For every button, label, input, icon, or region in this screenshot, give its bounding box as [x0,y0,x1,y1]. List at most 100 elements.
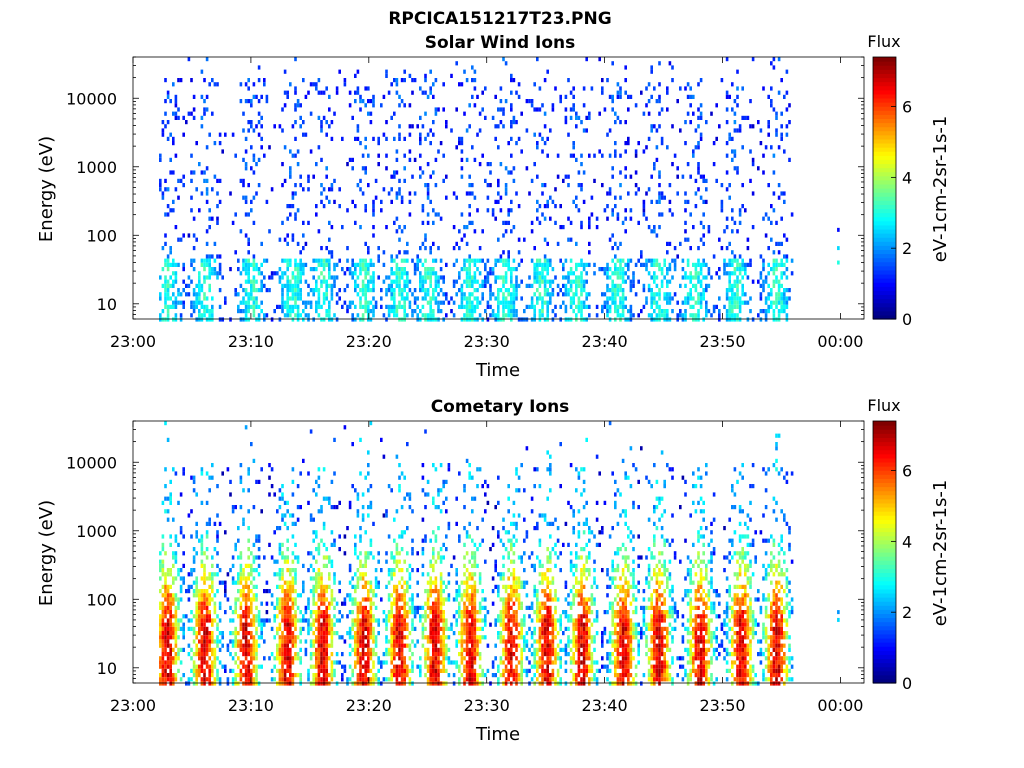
heatmap-cell [231,132,235,137]
heatmap-cell [395,652,399,657]
heatmap-cell [567,271,570,276]
heatmap-cell [281,513,284,518]
heatmap-cell [244,601,248,606]
heatmap-cell [286,614,289,619]
heatmap-cell [419,673,422,678]
heatmap-cell [429,90,432,95]
heatmap-cell [182,580,185,585]
heatmap-cell [458,136,461,141]
heatmap-cell [270,677,274,682]
heatmap-cell [785,124,789,129]
heatmap-cell [250,279,253,284]
heatmap-cell [208,647,211,652]
heatmap-cell [322,631,326,636]
heatmap-cell [364,572,367,577]
heatmap-cell [354,652,357,657]
heatmap-cell [177,288,180,293]
heatmap-cell [255,643,258,648]
heatmap-cell [736,103,739,108]
heatmap-cell [312,576,315,581]
heatmap-cell [468,103,471,108]
heatmap-cell [432,292,435,297]
heatmap-cell [315,547,318,552]
heatmap-cell [281,647,284,652]
heatmap-cell [772,57,776,62]
heatmap-cell [408,496,412,501]
heatmap-cell [385,618,388,623]
heatmap-cell [637,141,640,146]
heatmap-cell [356,614,360,619]
heatmap-cell [367,589,370,594]
heatmap-cell [699,103,703,108]
heatmap-cell [398,664,401,669]
heatmap-cell [218,647,222,652]
heatmap-cell [611,300,614,305]
heatmap-cell [252,300,256,305]
heatmap-cell [182,622,185,627]
heatmap-cell [172,626,175,631]
heatmap-cell [351,199,354,204]
heatmap-cell [367,505,370,510]
heatmap-cell [195,610,198,615]
heatmap-cell [629,288,633,293]
heatmap-cell [385,647,388,652]
heatmap-cell [242,635,245,640]
heatmap-cell [738,220,742,225]
heatmap-cell [343,78,347,83]
heatmap-cell [166,605,170,610]
heatmap-cell [429,199,432,204]
heatmap-cell [182,635,185,640]
heatmap-cell [528,99,531,104]
heatmap-cell [398,267,401,272]
heatmap-cell [759,271,763,276]
heatmap-cell [728,317,731,322]
heatmap-cell [273,530,276,535]
heatmap-cell [278,542,282,547]
heatmap-cell [562,225,565,230]
heatmap-cell [247,668,250,673]
heatmap-cell [325,631,328,636]
heatmap-cell [242,157,245,162]
heatmap-cell [361,647,365,652]
heatmap-cell [169,208,172,213]
heatmap-cell [187,233,191,238]
heatmap-cell [367,267,370,272]
heatmap-cell [307,673,310,678]
heatmap-cell [749,309,752,314]
heatmap-cell [341,614,344,619]
heatmap-cell [356,626,360,631]
heatmap-cell [289,656,292,661]
heatmap-cell [473,157,477,162]
heatmap-cell [504,99,508,104]
heatmap-cell [250,643,253,648]
heatmap-cell [400,296,404,301]
heatmap-cell [260,664,263,669]
heatmap-cell [172,614,175,619]
heatmap-cell [387,304,391,309]
heatmap-cell [338,296,341,301]
heatmap-cell [177,597,180,602]
heatmap-cell [372,208,375,213]
heatmap-cell [315,660,318,665]
heatmap-cell [250,283,253,288]
heatmap-cell [569,107,573,112]
heatmap-cell [299,115,302,120]
heatmap-cell [520,296,523,301]
heatmap-cell [296,271,300,276]
heatmap-cell [681,300,685,305]
heatmap-cell [367,647,370,652]
heatmap-cell [783,233,786,238]
heatmap-cell [281,162,284,167]
heatmap-cell [328,237,331,242]
heatmap-cell [291,589,295,594]
heatmap-cell [159,626,162,631]
heatmap-cell [400,258,404,263]
heatmap-cell [421,622,425,627]
heatmap-cell [234,597,237,602]
heatmap-cell [359,271,362,276]
heatmap-cell [393,673,396,678]
heatmap-cell [359,437,362,442]
heatmap-cell [343,288,347,293]
heatmap-cell [502,57,505,62]
heatmap-cell [242,267,245,272]
